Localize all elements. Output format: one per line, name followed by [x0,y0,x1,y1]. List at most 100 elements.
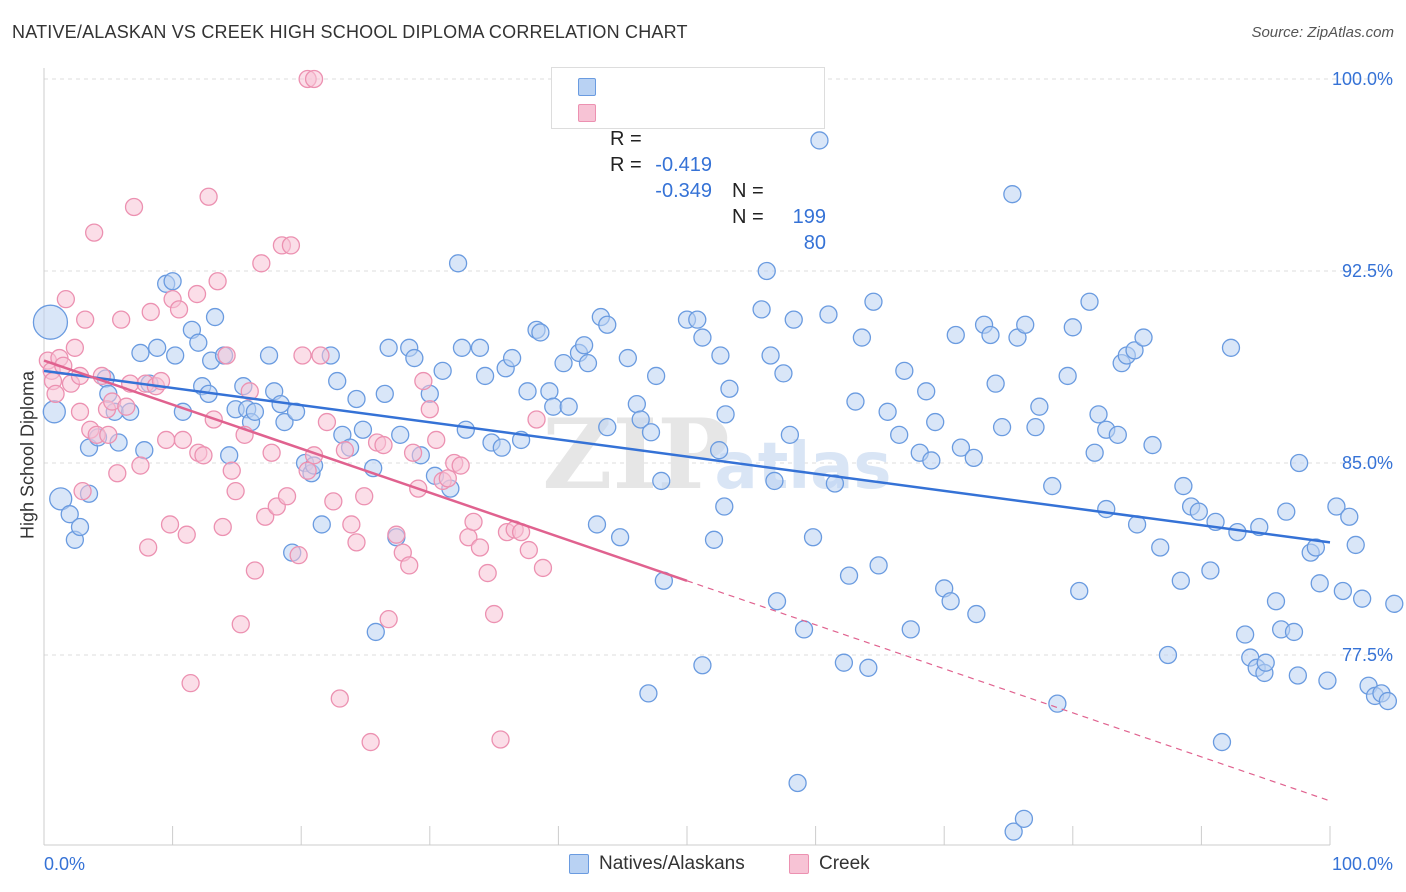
natives-alaskans-point [1266,592,1286,611]
natives-alaskans-point [32,304,69,340]
natives-alaskans-point [720,379,739,398]
legend-r-label: R = [610,154,642,176]
natives-alaskans-point [366,622,385,642]
creek-point [464,512,483,532]
natives-alaskans-point [641,423,661,442]
creek-point [131,456,150,475]
natives-alaskans-point [587,515,607,534]
creek-point [245,561,265,580]
natives-alaskans-point [1063,318,1082,337]
creek-point [379,610,398,629]
natives-alaskans-point [901,620,920,639]
natives-alaskans-point [631,410,650,429]
natives-alaskans-point [347,389,366,409]
creek-point [262,443,281,462]
natives-alaskans-point [639,684,658,703]
natives-alaskans-point [1058,366,1077,386]
natives-alaskans-point [259,346,279,365]
creek-point [141,302,160,322]
watermark-atlas: atlas [715,430,892,504]
natives-alaskans-point [765,471,784,491]
creek-point [438,469,457,488]
creek-point [311,346,330,365]
natives-alaskans-point [834,653,854,672]
natives-alaskans-point [540,382,559,401]
natives-alaskans-point [757,261,776,281]
natives-alaskans-point [433,361,452,380]
legend-swatch-natives [578,78,596,96]
correlation-legend: R = -0.419 N = 199 R = -0.349 N = 80 [551,67,826,254]
natives-alaskans-point [618,348,637,368]
natives-alaskans-point [1089,405,1108,424]
creek-point [289,546,308,565]
creek-point [533,558,553,578]
natives-alaskans-point [205,307,225,327]
creek-point [420,400,439,419]
natives-alaskans-point [531,323,550,342]
natives-alaskans-point [1070,581,1089,601]
creek-point [169,300,189,319]
natives-alaskans-point [1085,443,1104,462]
chart-title: NATIVE/ALASKAN VS CREEK HIGH SCHOOL DIPL… [12,22,688,42]
natives-alaskans-point [245,402,265,421]
natives-alaskans-point [715,497,734,516]
creek-point [347,533,366,552]
creek-point [484,604,504,624]
natives-alaskans-point [131,343,150,363]
natives-alaskans-point [475,366,495,386]
natives-alaskans-point [652,471,671,491]
y-tick-label: 100.0% [1332,69,1393,89]
natives-alaskans-point [554,354,573,373]
natives-alaskans-point [716,405,735,424]
natives-alaskans-point [1143,435,1162,455]
creek-point [252,254,271,273]
creek-point [478,563,497,583]
natives-alaskans-point [559,397,578,416]
natives-alaskans-point [693,328,712,347]
natives-alaskans-point [852,328,872,347]
natives-alaskans-point [312,515,331,534]
natives-alaskans-point [1284,622,1304,642]
natives-alaskans-point [825,474,845,493]
creek-point [304,69,324,89]
legend-row-creek: R = -0.349 N = 80 [578,100,826,254]
creek-point [160,515,180,534]
natives-alaskans-point [784,310,803,329]
natives-alaskans-point [710,441,729,460]
natives-alaskans-point [946,325,965,345]
legend-r-value: -0.349 [655,180,712,202]
natives-alaskans-point [1288,666,1307,685]
creek-point [65,338,85,357]
creek-point [217,346,236,365]
legend-n-label: N = [732,180,764,202]
natives-alaskans-point [794,620,814,639]
natives-alaskans-point [780,425,800,444]
natives-alaskans-point [1004,822,1023,841]
natives-alaskans-point [275,412,294,432]
natives-alaskans-point [518,382,537,401]
natives-alaskans-point [869,556,888,575]
creek-point [181,674,200,693]
natives-alaskans-point [163,272,182,291]
creek-point [187,284,207,304]
natives-alaskans-point [810,131,829,150]
creek-point [470,538,490,557]
natives-alaskans-point [353,420,373,439]
creek-point [293,346,312,365]
legend-row-natives: R = -0.419 N = 199 [578,74,826,228]
creek-point [427,430,446,450]
natives-alaskans-point [1158,645,1178,665]
natives-alaskans-point [60,505,79,524]
natives-alaskans-points [32,131,1404,841]
natives-alaskans-point [405,348,424,368]
creek-point [157,430,176,450]
creek-point [194,446,213,465]
natives-alaskans-point [711,346,730,365]
natives-alaskans-point [926,412,945,432]
natives-alaskans-point [803,528,823,547]
natives-alaskans-point [148,338,167,357]
natives-alaskans-point [752,300,771,319]
natives-alaskans-point [391,425,410,444]
natives-alaskans-point [986,374,1005,393]
